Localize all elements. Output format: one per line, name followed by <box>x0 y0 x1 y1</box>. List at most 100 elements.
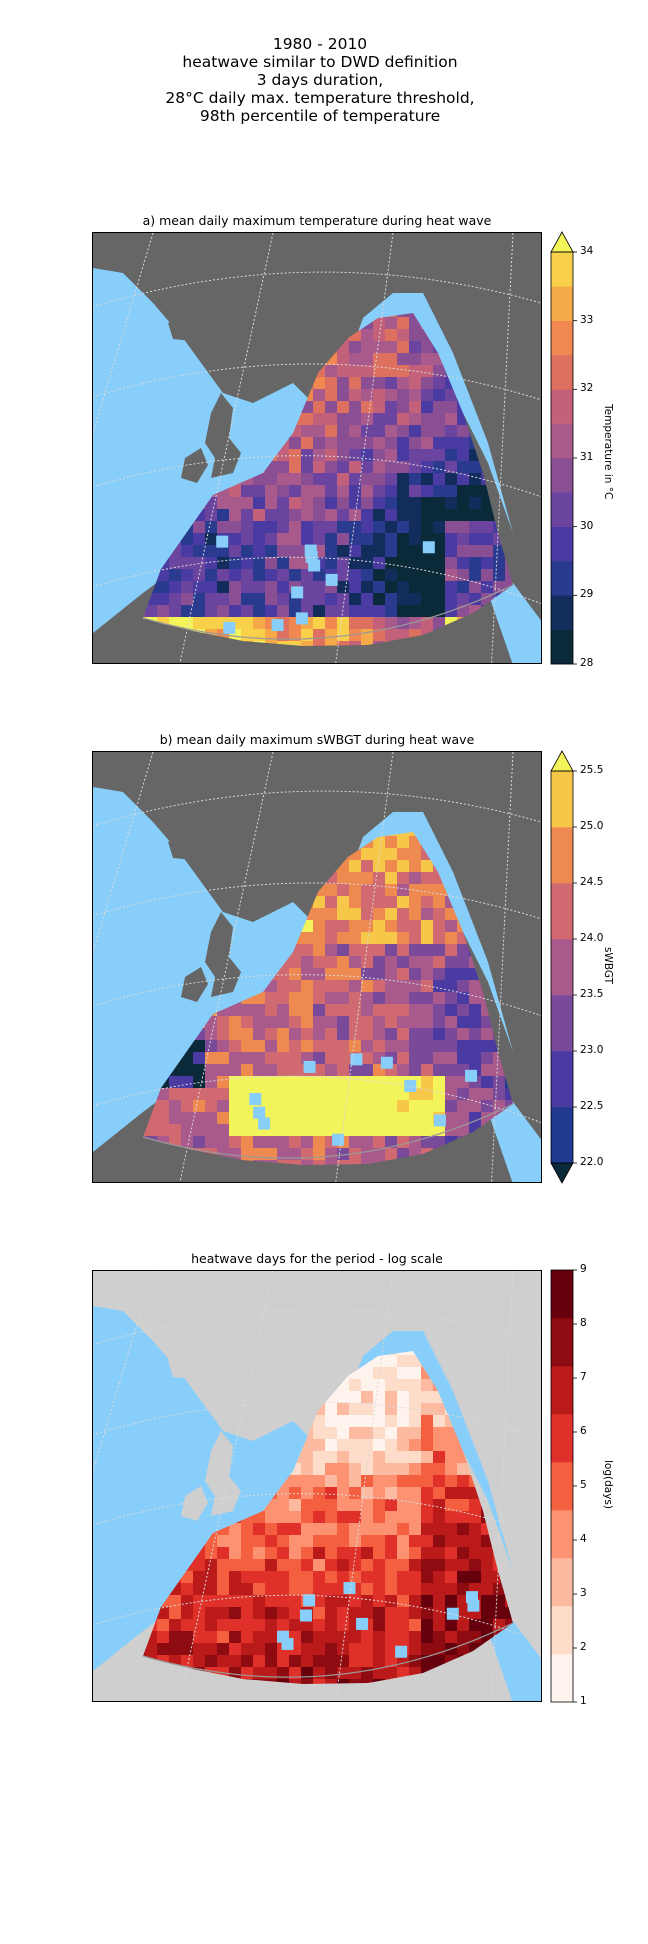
grid-cell <box>181 1088 194 1101</box>
missing-cell <box>465 1069 478 1082</box>
grid-cell <box>421 425 434 438</box>
grid-cell <box>289 1655 302 1668</box>
grid-cell <box>313 1415 326 1428</box>
grid-cell <box>229 1523 242 1536</box>
grid-cell <box>397 317 410 330</box>
grid-cell <box>481 545 494 558</box>
grid-cell <box>397 377 410 390</box>
grid-cell <box>253 992 266 1005</box>
grid-cell <box>373 1643 386 1656</box>
grid-cell <box>433 968 446 981</box>
grid-cell <box>469 1004 482 1017</box>
grid-cell <box>409 557 422 570</box>
grid-cell <box>385 1391 398 1404</box>
grid-cell <box>325 992 338 1005</box>
grid-cell <box>421 1439 434 1452</box>
grid-cell <box>205 521 218 534</box>
grid-cell <box>445 1583 458 1596</box>
grid-cell <box>289 1160 302 1165</box>
grid-cell <box>481 1100 494 1113</box>
grid-cell <box>397 1571 410 1584</box>
grid-cell <box>205 1607 218 1620</box>
missing-cell <box>343 1582 356 1595</box>
grid-cell <box>457 425 470 438</box>
grid-cell <box>433 1136 446 1149</box>
grid-cell <box>457 1559 470 1572</box>
grid-cell <box>373 497 386 510</box>
grid-cell <box>373 920 386 933</box>
grid-cell <box>409 1064 422 1077</box>
grid-cell <box>349 605 362 618</box>
grid-cell <box>433 437 446 450</box>
grid-cell <box>385 437 398 450</box>
grid-cell <box>409 920 422 933</box>
colorbar-band <box>551 561 573 596</box>
grid-cell <box>181 593 194 606</box>
grid-cell <box>385 1559 398 1572</box>
title-line-5: 98th percentile of temperature <box>199 107 441 125</box>
grid-cell <box>397 461 410 474</box>
grid-cell <box>361 485 374 498</box>
grid-cell <box>349 1040 362 1053</box>
grid-cell <box>289 1487 302 1500</box>
grid-cell <box>349 896 362 909</box>
grid-cell <box>265 485 278 498</box>
grid-cell <box>337 920 350 933</box>
grid-cell <box>349 992 362 1005</box>
grid-cell <box>217 1028 230 1041</box>
grid-cell <box>409 1136 422 1149</box>
missing-cell <box>303 1060 316 1073</box>
grid-cell <box>445 521 458 534</box>
grid-cell <box>337 377 350 390</box>
grid-cell <box>397 1487 410 1500</box>
grid-cell <box>457 557 470 570</box>
grid-cell <box>433 617 446 630</box>
grid-cell <box>337 581 350 594</box>
colorbar-canvas <box>550 750 577 1184</box>
grid-cell <box>361 1124 374 1137</box>
grid-cell <box>493 557 506 570</box>
grid-cell <box>421 896 434 909</box>
grid-cell <box>289 1667 302 1680</box>
grid-cell <box>397 1112 410 1125</box>
panel-a-map <box>92 232 542 664</box>
grid-cell <box>433 920 446 933</box>
grid-cell <box>457 1619 470 1632</box>
grid-cell <box>265 1643 278 1656</box>
grid-cell <box>373 1487 386 1500</box>
grid-cell <box>325 413 338 426</box>
grid-cell <box>229 1136 242 1149</box>
grid-cell <box>337 1439 350 1452</box>
grid-cell <box>265 1028 278 1041</box>
grid-cell <box>469 1511 482 1524</box>
grid-cell <box>397 920 410 933</box>
grid-cell <box>385 1100 398 1113</box>
missing-cell <box>422 541 435 554</box>
grid-cell <box>313 1064 326 1077</box>
grid-cell <box>409 425 422 438</box>
grid-cell <box>325 1499 338 1512</box>
grid-cell <box>205 1595 218 1608</box>
grid-cell <box>433 425 446 438</box>
grid-cell <box>373 1607 386 1620</box>
grid-cell <box>265 1064 278 1077</box>
grid-cell <box>361 1160 374 1165</box>
grid-cell <box>229 1148 242 1161</box>
grid-cell <box>217 1100 230 1113</box>
grid-cell <box>457 1547 470 1560</box>
grid-cell <box>433 449 446 462</box>
grid-cell <box>421 509 434 522</box>
grid-cell <box>181 617 194 630</box>
grid-cell <box>469 1631 482 1644</box>
grid-cell <box>313 449 326 462</box>
grid-cell <box>277 980 290 993</box>
grid-cell <box>385 389 398 402</box>
grid-cell <box>205 545 218 558</box>
grid-cell <box>421 521 434 534</box>
grid-cell <box>373 1379 386 1392</box>
grid-cell <box>397 617 410 630</box>
grid-cell <box>385 497 398 510</box>
grid-cell <box>193 605 206 618</box>
grid-cell <box>361 353 374 366</box>
grid-cell <box>481 1088 494 1101</box>
